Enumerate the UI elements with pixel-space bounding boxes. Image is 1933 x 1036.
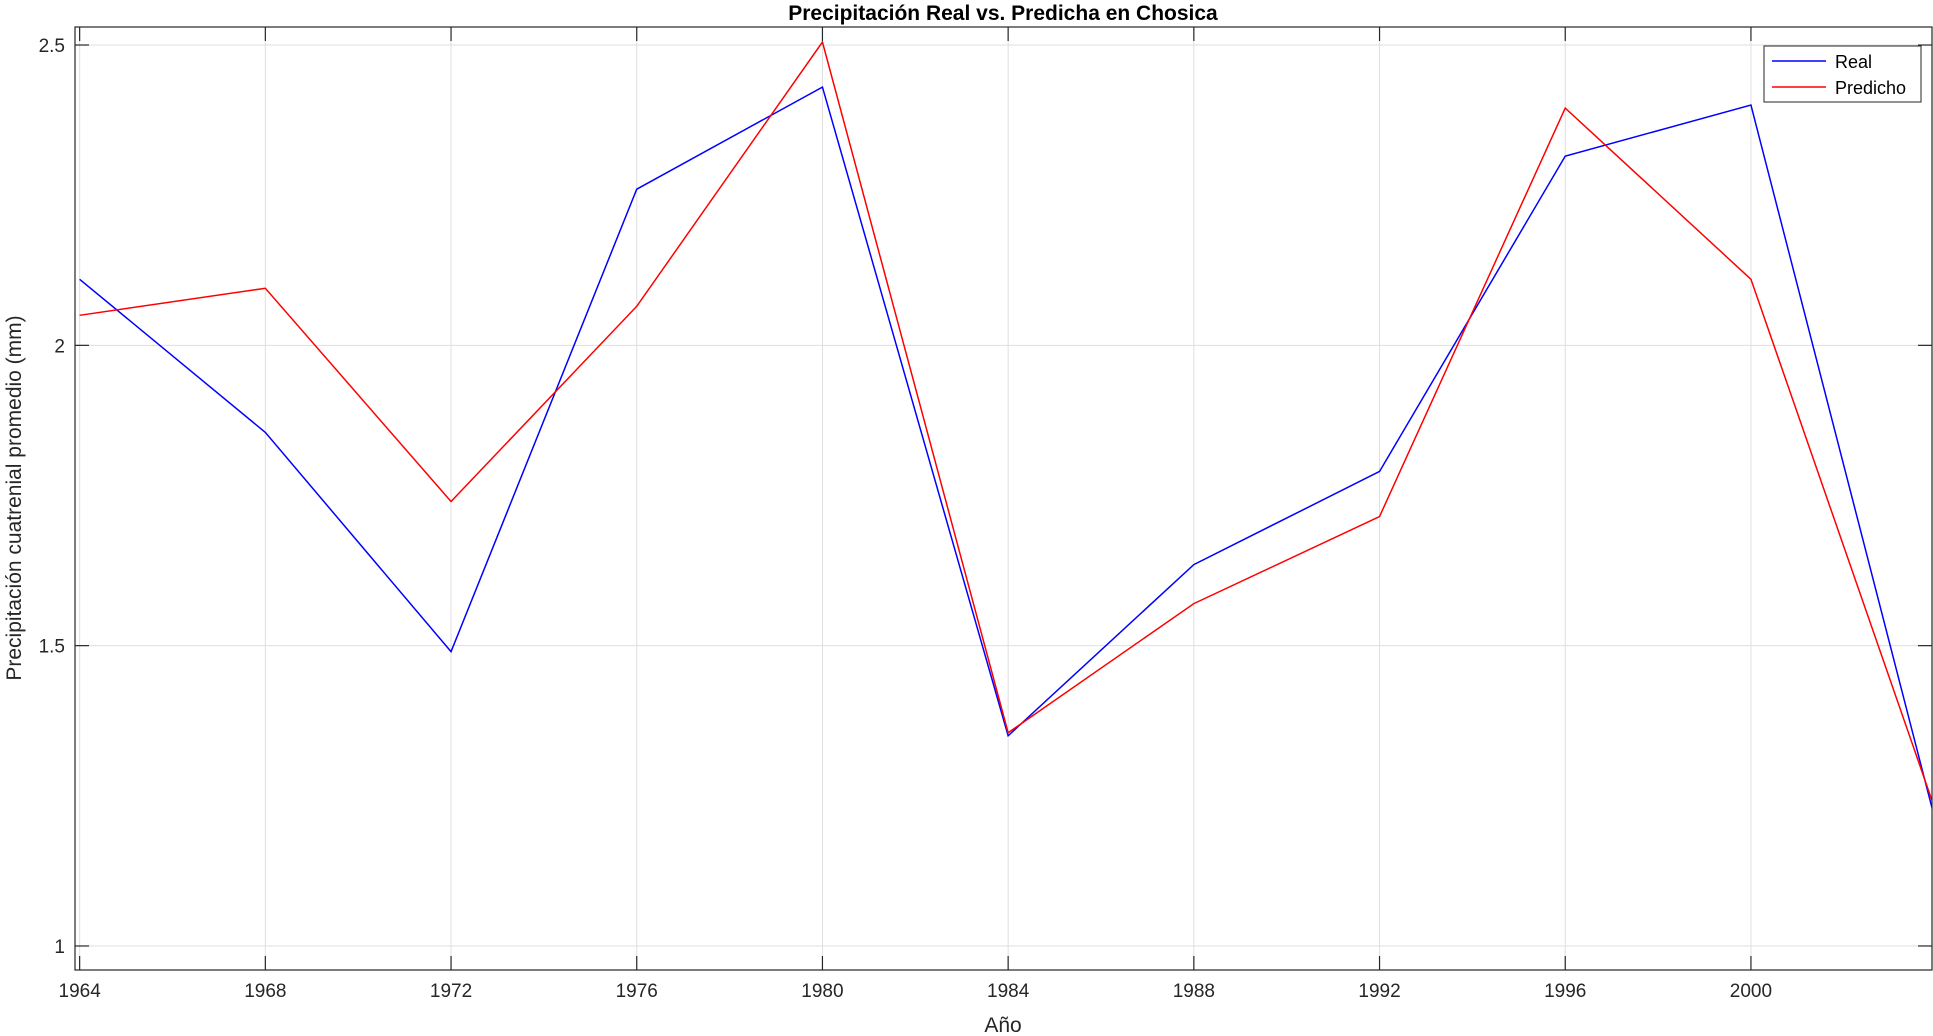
y-tick-label: 1 [54,937,65,958]
legend-label-real: Real [1835,52,1872,72]
y-tick-label: 2 [54,336,65,357]
x-tick-label: 1988 [1173,981,1215,1002]
y-axis-label: Precipitación cuatrenial promedio (mm) [3,315,26,680]
chart-title: Precipitación Real vs. Predicha en Chosi… [788,2,1218,25]
ticks: 1964 1968 1972 1976 1980 1984 1988 1992 1996 2000… [39,27,1932,1002]
legend-box [1763,45,1922,103]
x-axis-label: Año [984,1014,1021,1036]
x-tick-label: 1996 [1544,981,1586,1002]
x-tick-label: 1968 [244,981,286,1002]
legend-label-predicho: Predicho [1835,78,1906,98]
grid [75,27,1932,970]
x-tick-label: 1984 [987,981,1030,1002]
y-tick-label: 2.5 [39,36,65,57]
legend: Real Predicho [1763,45,1922,103]
x-tick-label: 1992 [1358,981,1400,1002]
series-line-real [79,85,1932,811]
plot-area-border [74,26,1933,971]
x-tick-label: 1972 [430,981,472,1002]
y-tick-label: 1.5 [39,637,65,658]
x-tick-label: 1976 [616,981,658,1002]
x-tick-label: 1964 [59,981,102,1002]
series-line-predicho [79,40,1932,803]
x-tick-label: 1980 [801,981,843,1002]
x-tick-label: 2000 [1730,981,1772,1002]
series-layer [79,40,1932,811]
